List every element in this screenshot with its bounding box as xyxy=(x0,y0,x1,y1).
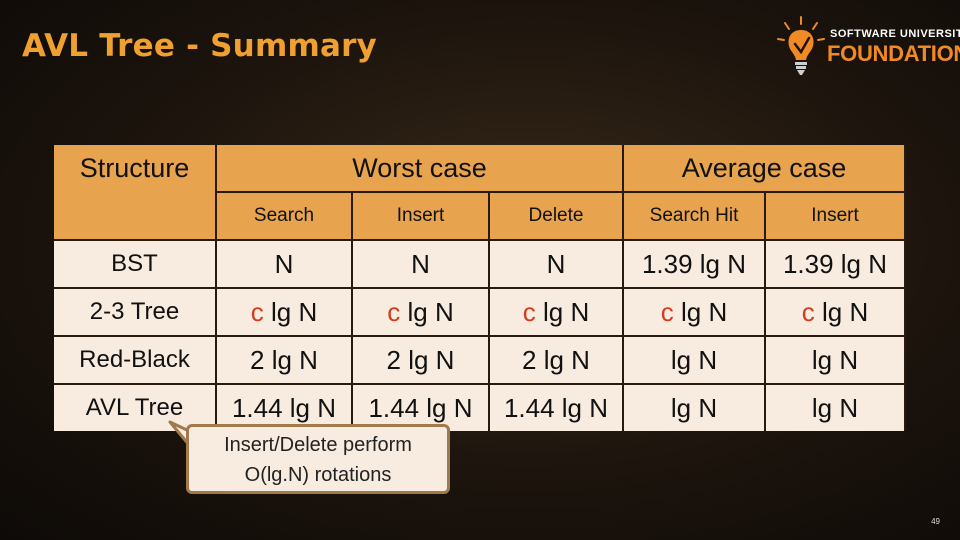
lg-n-suffix: lg N xyxy=(673,296,728,327)
table-cell: 1.44 lg N xyxy=(215,383,353,431)
table-cell: lg N xyxy=(764,335,906,384)
complexity-table: Structure Worst case Average case Search… xyxy=(54,145,906,431)
software-university-logo: SOFTWARE UNIVERSITY FOUNDATION xyxy=(775,14,960,78)
subheader-search: Search xyxy=(215,191,353,240)
table-cell: 2 lg N xyxy=(488,335,624,384)
table-cell: 1.39 lg N xyxy=(764,239,906,288)
table-cell: N xyxy=(215,239,353,288)
subheader-insert: Insert xyxy=(351,191,490,240)
table-row: AVL Tree 1.44 lg N 1.44 lg N 1.44 lg N l… xyxy=(54,383,906,431)
row-structure: BST xyxy=(54,239,216,288)
table-row: 2-3 Tree c lg N c lg N c lg N c lg N c l… xyxy=(54,287,906,336)
table-cell: 1.39 lg N xyxy=(622,239,766,288)
subheader-avg-insert: Insert xyxy=(764,191,906,240)
table-cell: c lg N xyxy=(351,287,490,336)
subheader-search-hit: Search Hit xyxy=(622,191,766,240)
table-cell: lg N xyxy=(622,383,766,431)
rotation-callout: Insert/Delete perform O(lg.N) rotations xyxy=(186,424,450,494)
table-cell: lg N xyxy=(764,383,906,431)
callout-line1: Insert/Delete perform xyxy=(224,434,412,456)
lg-n-suffix: lg N xyxy=(263,296,318,327)
slide-title: AVL Tree - Summary xyxy=(22,28,377,64)
lg-n-suffix: lg N xyxy=(814,296,869,327)
logo-line2: FOUNDATION xyxy=(827,41,960,66)
table-cell: N xyxy=(351,239,490,288)
row-structure: Red-Black xyxy=(54,335,216,384)
c-prefix: c xyxy=(250,296,264,327)
table-cell: c lg N xyxy=(764,287,906,336)
lightbulb-icon xyxy=(777,16,825,75)
table-cell: N xyxy=(488,239,624,288)
logo-line1: SOFTWARE UNIVERSITY xyxy=(830,28,960,40)
lg-n-suffix: lg N xyxy=(535,296,590,327)
row-structure: AVL Tree xyxy=(54,383,216,431)
table-cell: 1.44 lg N xyxy=(488,383,624,431)
table-cell: c lg N xyxy=(215,287,353,336)
c-prefix: c xyxy=(801,296,815,327)
table-cell: 2 lg N xyxy=(351,335,490,384)
row-structure: 2-3 Tree xyxy=(54,287,216,336)
table-row: Red-Black 2 lg N 2 lg N 2 lg N lg N lg N xyxy=(54,335,906,384)
average-case-header: Average case xyxy=(622,145,906,192)
callout-line2: O(lg.N) rotations xyxy=(244,464,392,486)
table-cell: 2 lg N xyxy=(215,335,353,384)
subheader-delete: Delete xyxy=(488,191,624,240)
lg-n-suffix: lg N xyxy=(400,296,454,327)
table-cell: c lg N xyxy=(488,287,624,336)
page-number: 49 xyxy=(931,517,940,526)
c-prefix: c xyxy=(522,296,536,327)
structure-header: Structure xyxy=(54,145,216,240)
table-cell: 1.44 lg N xyxy=(351,383,490,431)
table-row: BST N N N 1.39 lg N 1.39 lg N xyxy=(54,239,906,288)
c-prefix: c xyxy=(387,296,401,327)
worst-case-header: Worst case xyxy=(215,145,624,192)
table-cell: lg N xyxy=(622,335,766,384)
table-cell: c lg N xyxy=(622,287,766,336)
c-prefix: c xyxy=(660,296,674,327)
